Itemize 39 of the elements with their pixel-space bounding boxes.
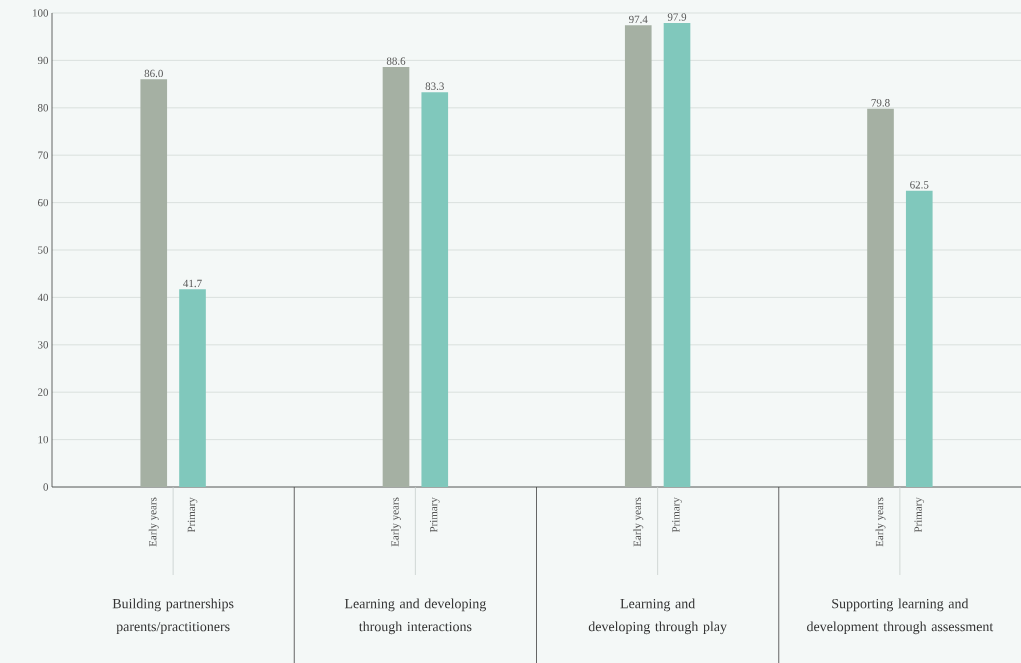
data-label: 86.0 <box>144 69 163 78</box>
x-tick-label: Learning and developing through interactions <box>344 598 486 635</box>
text: Primary <box>187 497 198 533</box>
bar <box>905 190 933 487</box>
y-tick-label: 50 <box>38 246 49 254</box>
bar <box>663 22 691 487</box>
y-tick-label: 20 <box>38 388 49 396</box>
x-tick-label: Supporting learning and development through assessment <box>807 598 994 635</box>
y-tick-label: 70 <box>38 151 49 159</box>
text: Early years <box>875 497 886 547</box>
bar <box>421 92 449 487</box>
data-label: 41.7 <box>183 279 202 288</box>
data-label: 88.6 <box>386 57 406 65</box>
y-tick-label: 30 <box>38 341 49 349</box>
x-tick-label: Learning and developing through play <box>588 598 727 635</box>
y-tick-label: 0 <box>43 483 49 491</box>
data-label: 97.9 <box>667 13 687 21</box>
text: Primary <box>672 497 682 533</box>
x-tick-label: Building partnerships parents/practitioners <box>112 598 234 635</box>
bar <box>382 67 410 487</box>
data-label: 62.5 <box>910 181 929 189</box>
y-tick-label: 40 <box>37 293 49 302</box>
bar <box>140 79 168 487</box>
text: Early years <box>633 497 644 547</box>
bar <box>624 25 652 487</box>
text: Primary <box>429 497 440 533</box>
text: Primary <box>914 497 925 533</box>
data-label: 79.8 <box>871 99 890 107</box>
y-tick-label: 80 <box>37 104 49 112</box>
text: Early years <box>391 497 401 547</box>
y-tick-label: 90 <box>37 56 49 65</box>
data-label: 97.4 <box>629 15 648 24</box>
bar <box>867 108 894 487</box>
data-label: 83.3 <box>425 82 444 90</box>
bar <box>179 289 206 487</box>
y-tick-label: 100 <box>33 9 49 17</box>
y-tick-label: 60 <box>37 198 49 207</box>
y-tick-label: 10 <box>38 435 49 444</box>
text: Early years <box>148 497 159 547</box>
